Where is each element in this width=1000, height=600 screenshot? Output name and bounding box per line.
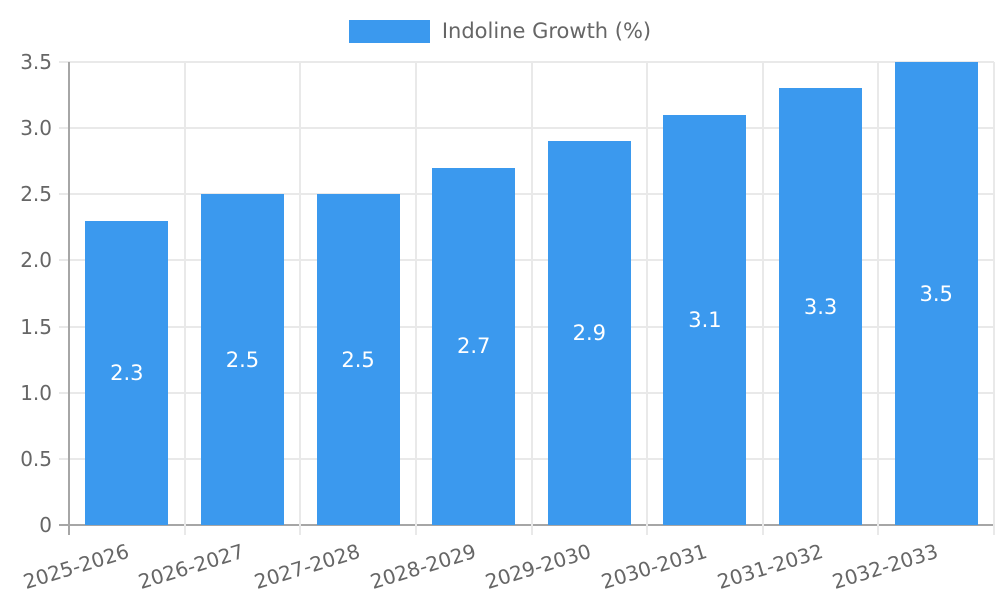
bar[interactable]: 2.3 <box>85 220 169 525</box>
bar-value-label: 2.5 <box>225 347 260 372</box>
bar-value-label: 3.5 <box>919 281 953 306</box>
y-axis-tick-label: 0 <box>39 513 52 537</box>
gridline-vertical <box>414 62 417 535</box>
legend-swatch <box>348 19 430 43</box>
gridline-horizontal <box>59 325 994 328</box>
y-axis-tick-label: 1.5 <box>20 314 52 339</box>
bar-value-label: 3.1 <box>688 307 722 332</box>
y-axis-tick-label: 2.0 <box>20 248 52 273</box>
bar-value-label: 2.7 <box>456 334 491 359</box>
bar-value-label: 3.3 <box>803 294 838 319</box>
gridline-horizontal <box>59 259 994 262</box>
y-axis-line <box>68 62 70 535</box>
x-axis-line <box>59 524 994 526</box>
gridline-vertical <box>877 62 880 535</box>
gridline-vertical <box>993 62 995 535</box>
x-axis-tick-label: 2032-2033 <box>829 539 941 594</box>
x-axis-tick-label: 2029-2030 <box>482 539 595 594</box>
gridline-horizontal <box>59 457 994 460</box>
y-axis-tick-label: 0.5 <box>20 446 52 471</box>
gridline-vertical <box>530 62 533 535</box>
chart-legend[interactable]: Indoline Growth (%) <box>0 16 1000 46</box>
bar-value-label: 2.9 <box>572 321 607 346</box>
bar[interactable]: 2.5 <box>316 194 400 525</box>
bar-value-label: 2.5 <box>341 347 375 372</box>
bar[interactable]: 2.7 <box>432 167 516 525</box>
gridline-vertical <box>183 62 186 535</box>
gridline-horizontal <box>59 127 994 130</box>
gridline-vertical <box>299 62 302 535</box>
gridline-vertical <box>646 62 649 535</box>
x-axis-tick-label: 2026-2027 <box>135 539 248 594</box>
bar[interactable]: 3.3 <box>779 88 863 525</box>
gridline-horizontal <box>59 61 994 63</box>
x-axis-tick-label: 2028-2029 <box>367 539 479 594</box>
y-axis-tick-label: 3.5 <box>20 50 52 74</box>
x-axis-tick-label: 2025-2026 <box>20 539 132 594</box>
x-axis-tick-label: 2027-2028 <box>251 539 363 594</box>
y-axis-tick-label: 2.5 <box>20 182 52 207</box>
bar[interactable]: 2.5 <box>200 194 284 525</box>
bar[interactable]: 2.9 <box>547 141 631 525</box>
bar[interactable]: 3.5 <box>894 62 978 525</box>
gridline-vertical <box>761 62 764 535</box>
y-axis-tick-label: 3.0 <box>20 116 52 141</box>
y-axis-tick-label: 1.0 <box>20 380 52 405</box>
x-axis-tick-label: 2030-2031 <box>598 539 710 594</box>
bar-value-label: 2.3 <box>110 360 144 385</box>
x-axis-tick-label: 2031-2032 <box>714 539 826 594</box>
gridline-horizontal <box>59 391 994 394</box>
legend-label: Indoline Growth (%) <box>441 19 652 43</box>
bar[interactable]: 3.1 <box>663 114 747 525</box>
gridline-horizontal <box>59 193 994 196</box>
